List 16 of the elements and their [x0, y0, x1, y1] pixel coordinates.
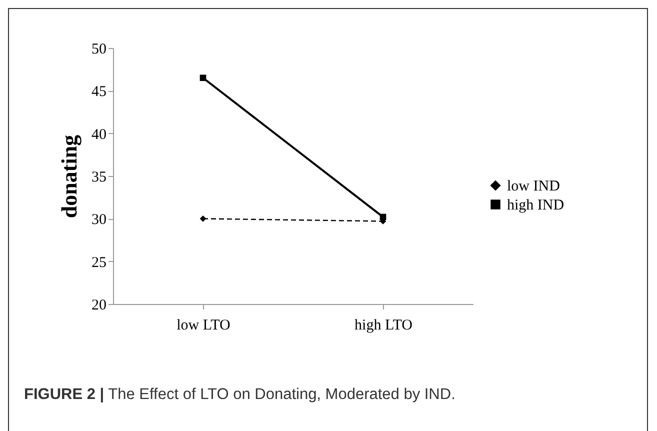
point [200, 74, 206, 82]
y-tick-label: 40 [92, 126, 106, 143]
point [200, 216, 206, 222]
y-tick-label: 45 [92, 84, 106, 100]
y-tick-label: 20 [92, 298, 106, 314]
legend-label: high IND [507, 198, 564, 214]
y-axis-title: donating [56, 134, 82, 218]
x-tick-label: high LTO [354, 318, 413, 334]
point [380, 214, 386, 220]
x-tick-label: low LTO [176, 318, 231, 334]
y-tick-label: 50 [92, 42, 106, 58]
y-tick-label: 25 [92, 254, 106, 271]
y-tick-label: 35 [92, 170, 106, 186]
legend-label: low IND [507, 178, 560, 194]
y-tick-label: 30 [92, 212, 106, 228]
caption: FIGURE 2 | The Effect of LTO on Donating, Moderated by IND. [24, 386, 456, 404]
